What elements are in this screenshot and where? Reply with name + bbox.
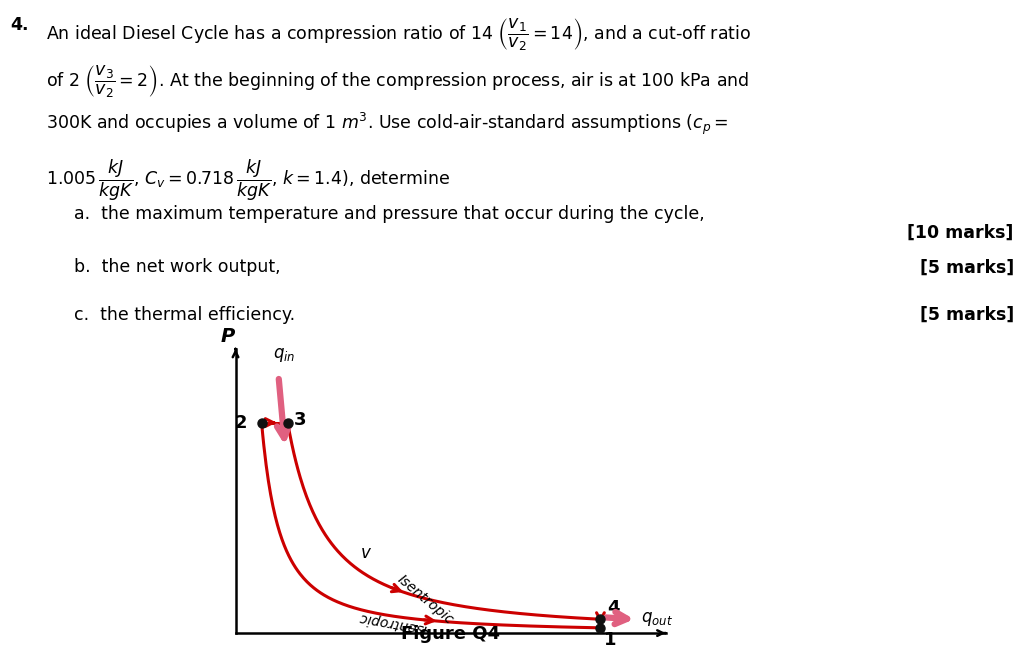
Text: Figure Q4: Figure Q4 [401,625,500,643]
Text: $q_{out}$: $q_{out}$ [641,610,673,629]
Text: 1: 1 [604,631,616,646]
Text: 300K and occupies a volume of 1 $m^3$. Use cold-air-standard assumptions $(c_p =: 300K and occupies a volume of 1 $m^3$. U… [46,110,728,137]
Text: Isentropic: Isentropic [394,572,456,627]
Text: [5 marks]: [5 marks] [920,306,1014,324]
Text: [10 marks]: [10 marks] [907,224,1014,242]
Text: v: v [669,645,681,646]
Text: v: v [360,544,371,562]
Text: 1.005$\,\dfrac{kJ}{kgK}$, $C_v = 0.718\,\dfrac{kJ}{kgK}$, $k = 1.4$), determine: 1.005$\,\dfrac{kJ}{kgK}$, $C_v = 0.718\,… [46,158,451,203]
Text: 2: 2 [234,413,247,432]
Text: a.  the maximum temperature and pressure that occur during the cycle,: a. the maximum temperature and pressure … [74,205,705,223]
Text: b.  the net work output,: b. the net work output, [74,258,281,276]
Text: c.  the thermal efficiency.: c. the thermal efficiency. [74,306,295,324]
Text: P: P [220,327,234,346]
Text: of 2 $\left(\dfrac{v_3}{v_2} = 2\right)$. At the beginning of the compression pr: of 2 $\left(\dfrac{v_3}{v_2} = 2\right)$… [46,63,750,99]
Text: 3: 3 [294,412,306,430]
Text: $q_{in}$: $q_{in}$ [273,346,296,364]
Text: 4: 4 [607,599,620,617]
Text: 4.: 4. [10,16,29,34]
Text: [5 marks]: [5 marks] [920,258,1014,276]
Text: An ideal Diesel Cycle has a compression ratio of 14 $\left(\dfrac{v_1}{v_2} = 14: An ideal Diesel Cycle has a compression … [46,16,752,52]
Text: Isentropic: Isentropic [357,610,428,636]
